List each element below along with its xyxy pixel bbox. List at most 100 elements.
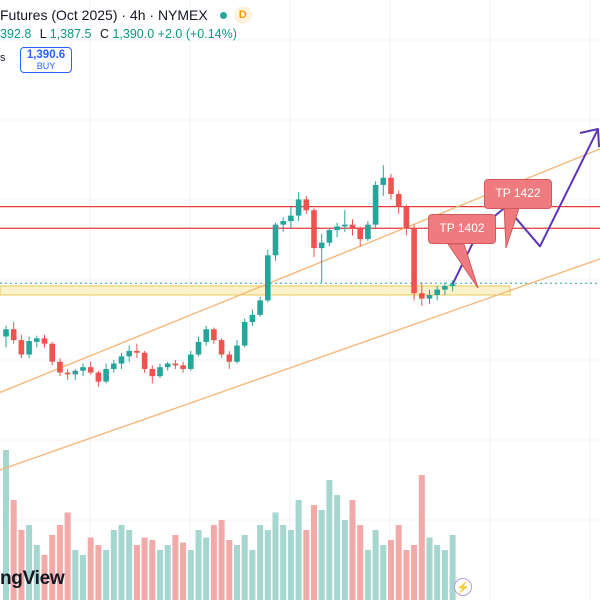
volume-bar-18 bbox=[141, 537, 148, 600]
volume-bar-23 bbox=[180, 542, 187, 600]
cut-off-text: s bbox=[0, 52, 6, 64]
tp1422-callout[interactable]: TP 1422 bbox=[484, 179, 552, 209]
volume-bar-0 bbox=[3, 450, 9, 600]
candle-body-41 bbox=[318, 242, 325, 249]
volume-bar-16 bbox=[126, 530, 133, 600]
ohlc-close-label: C bbox=[99, 27, 109, 41]
volume-bar-7 bbox=[56, 525, 63, 600]
candle-body-5 bbox=[41, 338, 48, 344]
volume-bar-29 bbox=[226, 540, 233, 600]
volume-bar-24 bbox=[187, 550, 194, 600]
volume-bar-13 bbox=[103, 550, 110, 600]
volume-bar-42 bbox=[326, 480, 333, 600]
candle-body-56 bbox=[434, 289, 440, 295]
candle-body-3 bbox=[26, 341, 32, 355]
volume-bar-37 bbox=[287, 530, 294, 600]
candle-body-54 bbox=[419, 293, 425, 299]
candle-body-58 bbox=[449, 284, 456, 286]
buy-price: 1,390.6 bbox=[26, 49, 66, 61]
candle-body-6 bbox=[49, 343, 55, 362]
tp1402-callout[interactable]: TP 1402 bbox=[428, 214, 496, 244]
volume-bar-6 bbox=[49, 535, 56, 600]
candle-body-35 bbox=[272, 224, 279, 256]
candle-body-39 bbox=[303, 199, 310, 211]
volume-bar-30 bbox=[234, 545, 240, 600]
candle-body-44 bbox=[342, 224, 348, 227]
candle-body-2 bbox=[18, 340, 25, 355]
buy-button[interactable]: 1,390.6 BUY bbox=[20, 47, 72, 73]
candle-body-53 bbox=[411, 228, 417, 294]
candle-body-55 bbox=[426, 295, 433, 299]
candle-body-7 bbox=[57, 361, 63, 373]
candle-body-40 bbox=[311, 210, 317, 249]
volume-bar-56 bbox=[434, 545, 441, 600]
volume-bar-57 bbox=[441, 550, 448, 600]
volume-bar-34 bbox=[264, 530, 271, 600]
candle-body-25 bbox=[195, 341, 202, 355]
volume-bar-5 bbox=[41, 555, 48, 600]
volume-bar-36 bbox=[280, 525, 287, 600]
candle-body-8 bbox=[64, 372, 71, 375]
candle-body-20 bbox=[157, 367, 163, 377]
volume-bar-45 bbox=[349, 500, 356, 600]
candle-body-11 bbox=[87, 367, 94, 373]
volume-bar-19 bbox=[149, 540, 156, 600]
symbol-title[interactable]: Futures (Oct 2025) · 4h · NYMEX bbox=[0, 7, 208, 23]
green-dot-icon bbox=[219, 11, 227, 19]
candle-body-34 bbox=[265, 255, 271, 301]
buy-label: BUY bbox=[36, 61, 56, 71]
candle-body-47 bbox=[365, 224, 371, 240]
candle-body-50 bbox=[388, 177, 394, 194]
candle-body-49 bbox=[380, 177, 387, 185]
volume-bar-51 bbox=[395, 525, 402, 600]
candle-body-19 bbox=[149, 368, 156, 377]
candle-body-10 bbox=[80, 367, 86, 371]
tradingview-logo: ngView bbox=[0, 568, 65, 589]
volume-bar-15 bbox=[118, 525, 125, 600]
volume-bar-41 bbox=[318, 510, 325, 600]
volume-bar-21 bbox=[164, 545, 171, 600]
ohlc-low-value: 1,387.5 bbox=[49, 27, 92, 41]
volume-bar-54 bbox=[418, 475, 425, 600]
volume-bar-40 bbox=[311, 505, 317, 600]
volume-bar-20 bbox=[157, 550, 163, 600]
ohlc-high-value: 392.8 bbox=[0, 27, 32, 41]
candle-body-36 bbox=[280, 221, 286, 225]
candle-body-48 bbox=[372, 184, 379, 225]
volume-bar-38 bbox=[295, 500, 302, 600]
candle-body-16 bbox=[126, 350, 132, 357]
candle-body-9 bbox=[72, 370, 79, 375]
volume-bar-33 bbox=[257, 525, 264, 600]
candle-body-29 bbox=[226, 354, 233, 362]
candle-body-37 bbox=[288, 215, 294, 222]
volume-bar-14 bbox=[110, 530, 117, 600]
candle-body-43 bbox=[334, 226, 340, 231]
volume-bar-22 bbox=[172, 535, 179, 600]
candle-body-12 bbox=[95, 372, 102, 382]
candle-body-21 bbox=[164, 363, 171, 368]
candle-body-28 bbox=[218, 340, 225, 355]
volume-bar-31 bbox=[241, 535, 248, 600]
volume-bar-32 bbox=[249, 550, 256, 600]
channel-lower-line bbox=[0, 258, 600, 471]
volume-bar-48 bbox=[372, 530, 379, 600]
volume-bar-46 bbox=[357, 525, 364, 600]
volume-bar-11 bbox=[87, 537, 94, 600]
candle-body-32 bbox=[249, 314, 256, 323]
candle-body-46 bbox=[357, 228, 363, 240]
volume-bar-1 bbox=[10, 500, 17, 600]
candle-body-15 bbox=[118, 356, 125, 364]
d-badge[interactable]: D bbox=[233, 6, 252, 24]
candle-body-52 bbox=[403, 206, 410, 229]
ohlc-legend: 392.8 L 1,387.5 C 1,390.0 +2.0 (+0.14%) bbox=[0, 27, 237, 41]
candle-body-45 bbox=[349, 224, 356, 229]
ohlc-low-label: L bbox=[39, 27, 47, 41]
volume-bars bbox=[3, 450, 456, 600]
candle-body-23 bbox=[180, 365, 186, 369]
symbol-header: Futures (Oct 2025) · 4h · NYMEX D bbox=[0, 6, 252, 24]
candle-body-22 bbox=[172, 363, 179, 366]
lightning-icon[interactable]: ⚡ bbox=[454, 578, 472, 596]
volume-bar-39 bbox=[303, 530, 310, 600]
